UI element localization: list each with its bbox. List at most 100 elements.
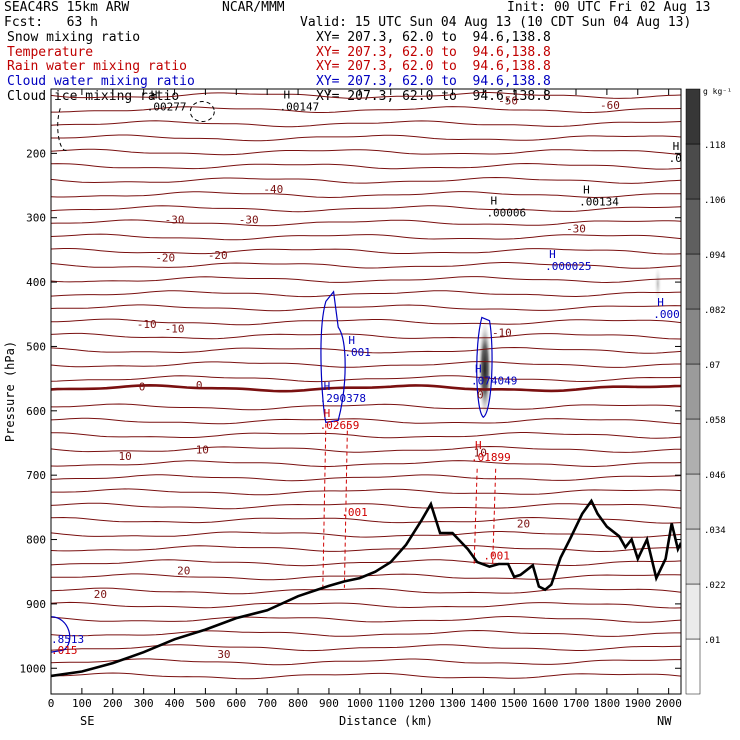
maximum-marker: H <box>490 195 497 208</box>
field-name: Cloud water mixing ratio <box>7 74 195 90</box>
colorbar-tick-label: .094 <box>704 251 726 261</box>
y-tick-label: 300 <box>26 212 46 225</box>
x-tick-label: 300 <box>134 697 154 710</box>
isotherm-line <box>51 148 681 156</box>
isotherm-line <box>51 92 681 99</box>
rain-contour <box>473 468 478 566</box>
colorbar-tick-label: .034 <box>704 526 726 536</box>
colorbar-tick-label: .07 <box>704 361 720 371</box>
valid-time: Valid: 15 UTC Sun 04 Aug 13 (10 CDT Sun … <box>300 15 692 30</box>
isotherm-line <box>51 658 681 666</box>
y-tick-label: 900 <box>26 598 46 611</box>
maximum-marker: H <box>284 88 291 101</box>
colorbar-tick-label: .022 <box>704 581 726 591</box>
isotherm-label: -10 <box>165 322 185 335</box>
maximum-marker: H <box>657 296 664 309</box>
maximum-marker: H <box>583 184 590 197</box>
colorbar-tick-label: .058 <box>704 416 726 426</box>
isotherm-line <box>51 375 681 383</box>
isotherm-label: -50 <box>498 95 518 108</box>
x-tick-label: 500 <box>195 697 215 710</box>
snow-contour <box>189 101 215 123</box>
colorbar-segment <box>685 528 701 585</box>
isotherm-label: -30 <box>165 214 185 227</box>
isotherm-label: -20 <box>208 249 228 262</box>
forecast-hour: Fcst: 63 h <box>4 15 98 30</box>
maximum-marker: H <box>475 439 482 452</box>
x-tick-label: 1900 <box>625 697 652 710</box>
isotherm-line <box>51 120 681 128</box>
isotherm-line <box>51 219 681 227</box>
x-tick-label: 1100 <box>377 697 404 710</box>
isotherm-line <box>51 318 681 326</box>
isotherm-line <box>51 162 681 170</box>
x-tick-label: 900 <box>319 697 339 710</box>
maximum-marker: H <box>673 140 680 153</box>
maximum-value: .074049 <box>471 374 517 387</box>
snow-contour <box>57 108 67 151</box>
y-tick-label: 500 <box>26 340 46 353</box>
plot-frame <box>50 88 682 695</box>
field-name: Cloud ice mixing ratio <box>7 88 180 104</box>
x-tick-label: 1300 <box>439 697 466 710</box>
isotherm-line <box>51 615 681 623</box>
isotherm-label: 20 <box>94 588 107 601</box>
x-tick-label: 800 <box>288 697 308 710</box>
isotherm-label: 0 <box>477 389 484 402</box>
isotherm-label: 10 <box>118 450 131 463</box>
isotherm-line <box>51 432 681 439</box>
isotherm-line <box>51 360 681 368</box>
maximum-marker: H <box>324 380 331 393</box>
maximum-marker: H <box>324 407 331 420</box>
isotherm-line <box>51 545 681 553</box>
organization-label: NCAR/MMM <box>222 0 285 15</box>
colorbar-segment <box>685 88 701 145</box>
rain-contour <box>322 423 327 592</box>
x-axis-title: Distance (km) <box>339 714 433 728</box>
isotherm-line <box>51 531 681 538</box>
maximum-marker: H <box>475 362 482 375</box>
isotherm-line <box>51 332 681 340</box>
isotherm-line <box>51 516 681 524</box>
maximum-value: .00277 <box>147 100 187 113</box>
maximum-value: .000366 <box>653 308 699 321</box>
isotherm-line <box>51 276 681 284</box>
colorbar-tick-label: .106 <box>704 196 726 206</box>
x-tick-label: 2000 <box>655 697 682 710</box>
colorbar-tick-label: .082 <box>704 306 726 316</box>
x-tick-label: 1500 <box>501 697 528 710</box>
left-endpoint-label: SE <box>80 714 94 728</box>
maximum-value: .01899 <box>471 451 511 464</box>
maximum-marker: H <box>348 334 355 347</box>
y-tick-label: 700 <box>26 469 46 482</box>
isotherm-label: 0 <box>139 380 146 393</box>
x-tick-label: 0 <box>48 697 55 710</box>
isotherm-label: 10 <box>196 443 209 456</box>
isotherm-label: -40 <box>263 183 283 196</box>
colorbar-segment <box>685 198 701 255</box>
field-name: Rain water mixing ratio <box>7 59 188 75</box>
maximum-value: .00006 <box>486 207 526 220</box>
ice-shading <box>653 262 662 305</box>
isotherm-line <box>51 134 681 142</box>
colorbar-segment <box>685 473 701 530</box>
x-tick-label: 1800 <box>594 697 621 710</box>
maximum-value: .001 <box>344 346 371 359</box>
field-xy: XY= 207.3, 62.0 to 94.6,138.8 <box>316 74 551 90</box>
colorbar-segment <box>685 363 701 420</box>
colorbar-segment <box>685 583 701 640</box>
isotherm-label: 20 <box>517 517 530 530</box>
isotherm-line <box>51 290 681 298</box>
model-title: SEAC4RS 15km ARW <box>4 0 130 15</box>
cloud-water-contour <box>320 290 346 424</box>
maximum-value: .02659 <box>320 419 360 432</box>
y-tick-label: 1000 <box>20 662 47 675</box>
maximum-value: .00586 <box>669 152 709 165</box>
maximum-value: .001 <box>341 506 368 519</box>
maximum-marker: H <box>151 88 158 101</box>
maximum-value: .001 <box>483 550 510 563</box>
x-tick-label: 600 <box>226 697 246 710</box>
isotherm-label: -10 <box>137 318 157 331</box>
isotherm-line <box>51 587 681 595</box>
isotherm-line <box>51 205 681 213</box>
